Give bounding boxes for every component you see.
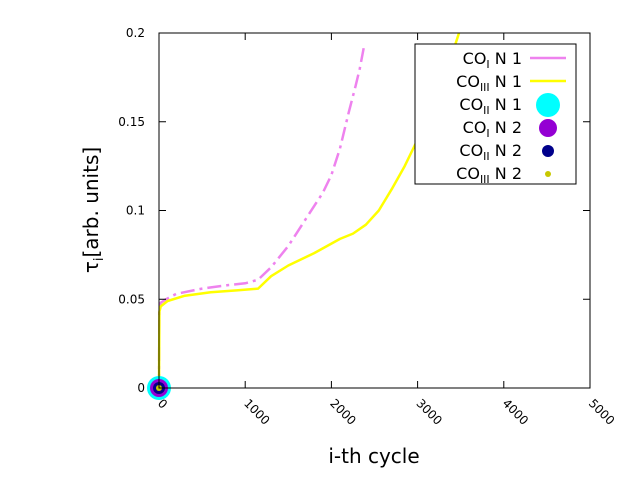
y-axis-title: τi[arb. units] — [79, 147, 107, 273]
x-tick-label: 5000 — [586, 396, 617, 427]
y-axis-title-main: τ — [79, 261, 103, 273]
x-axis-title: i-th cycle — [328, 444, 419, 468]
y-axis-title-rest: [arb. units] — [79, 147, 103, 258]
legend-label: COIII N 1 — [456, 72, 522, 94]
y-tick-label: 0 — [137, 381, 145, 395]
x-tick-label: 1000 — [241, 396, 272, 427]
legend-marker — [542, 145, 554, 157]
y-tick-label: 0.1 — [126, 204, 145, 218]
y-tick-label: 0.2 — [126, 26, 145, 40]
x-tick-label: 3000 — [413, 396, 444, 427]
legend-label: COI N 2 — [463, 118, 522, 140]
y-tick-label: 0.15 — [118, 115, 145, 129]
y-tick-label: 0.05 — [118, 292, 145, 306]
x-tick-label: 2000 — [327, 396, 358, 427]
series-layer — [147, 32, 461, 400]
x-tick-label: 4000 — [500, 396, 531, 427]
legend-label: COI N 1 — [463, 49, 522, 71]
legend-marker — [539, 119, 557, 137]
legend-label: COII N 2 — [459, 141, 522, 163]
series-line — [157, 32, 461, 389]
legend-label: COIII N 2 — [456, 164, 522, 186]
legend-marker — [536, 93, 560, 117]
legend-label: COII N 1 — [459, 95, 522, 117]
series-line — [157, 45, 366, 389]
y-axis-title-sub: i — [92, 258, 107, 262]
legend-marker — [545, 171, 551, 177]
